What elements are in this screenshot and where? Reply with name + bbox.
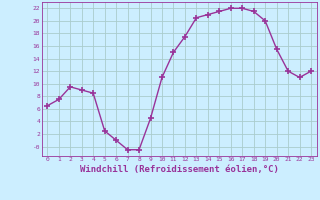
X-axis label: Windchill (Refroidissement éolien,°C): Windchill (Refroidissement éolien,°C) bbox=[80, 165, 279, 174]
